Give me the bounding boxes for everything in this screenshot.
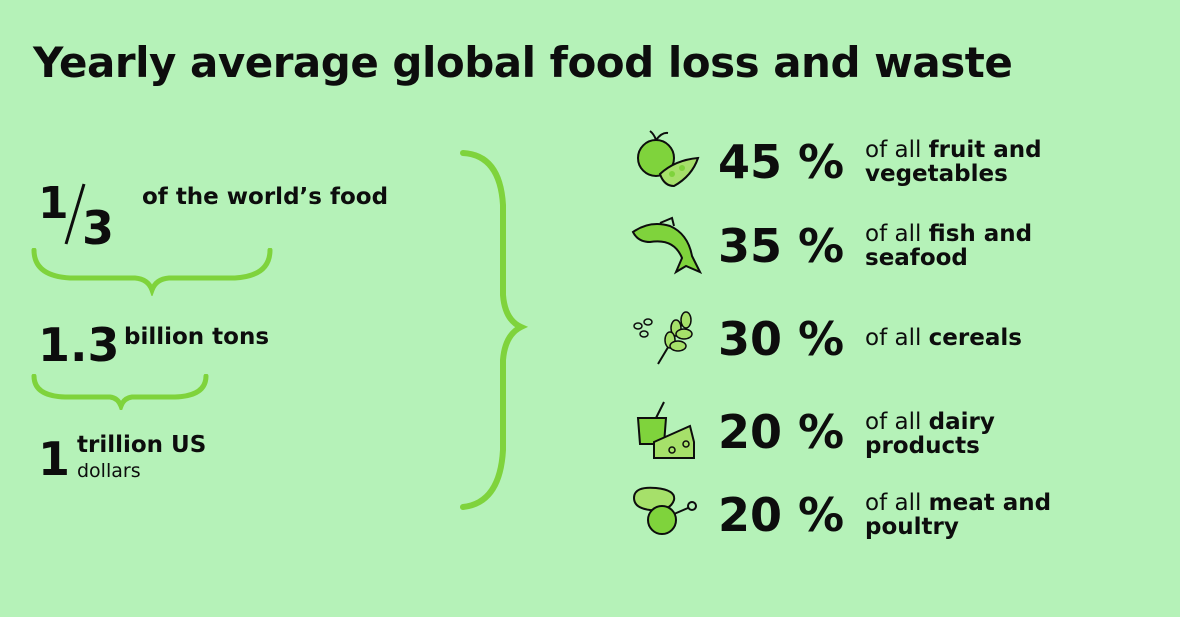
tons-value: 1.3 <box>38 318 120 372</box>
meat-poultry-icon <box>632 486 697 535</box>
label-dairy: of all dairy products <box>865 409 995 459</box>
fish-icon <box>631 216 702 275</box>
percent-cereals: 30 % <box>718 312 845 366</box>
dollars-label-line1: trillion US <box>77 432 207 458</box>
percent-fruit-vegetables: 45 % <box>718 135 845 189</box>
label-cereals: of all cereals <box>865 325 1022 351</box>
fraction-slash <box>64 183 86 245</box>
label-fish: of all fish and seafood <box>865 221 1033 271</box>
page-title: Yearly average global food loss and wast… <box>33 38 1013 87</box>
tons-label: billion tons <box>124 324 270 350</box>
label-meat-poultry: of all meat and poultry <box>865 490 1052 540</box>
fraction-label: of the world’s food <box>142 184 389 210</box>
dollars-value: 1 <box>38 432 71 486</box>
dairy-icon <box>636 401 695 459</box>
percent-fish: 35 % <box>718 219 845 273</box>
label-fruit-vegetables: of all fruit and vegetables <box>865 137 1042 187</box>
fraction-denominator: 3 <box>82 201 115 255</box>
big-brace <box>460 150 529 510</box>
fruit-vegetables-icon <box>637 130 700 188</box>
percent-dairy: 20 % <box>718 405 845 459</box>
fraction-numerator: 1 <box>38 178 69 229</box>
dollars-label-line2: dollars <box>77 460 141 482</box>
percent-meat-poultry: 20 % <box>718 488 845 542</box>
cereals-icon <box>633 311 693 365</box>
brace-small-2 <box>31 374 209 410</box>
brace-small-1 <box>31 248 273 296</box>
